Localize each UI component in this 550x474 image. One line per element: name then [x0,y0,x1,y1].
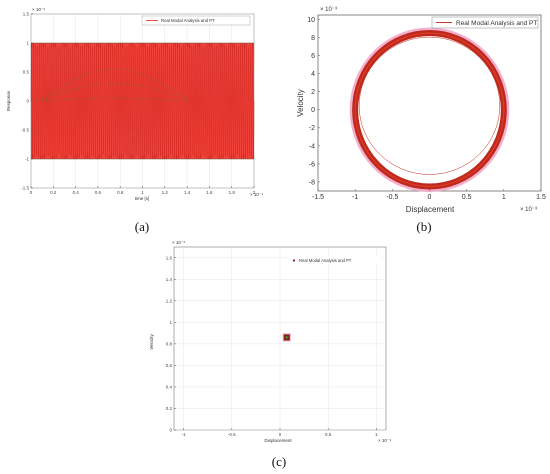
panel-a-pattern-arc [41,68,188,99]
panel-b-xtick-label: 1 [502,194,506,201]
panel-b-xtick-label: 0 [428,194,432,201]
panel-a-ytick-label: -0.5 [21,128,29,133]
panel-c-ytick-label: 1 [169,320,172,325]
panel-c-ytick-label: 1.2 [166,298,173,303]
panel-c-xtick-label: 0 [279,432,282,437]
panel-b-legend: Real Modal Analysis and PT [431,16,539,29]
panel-a-ytick-label: 1.5 [23,12,30,17]
panel-a-response-line-2 [30,44,255,158]
panel-a-legend-entry: Real Modal Analysis and PT [161,18,215,23]
panel-a-series [30,42,255,160]
panel-a-ytick-label: -1 [25,157,29,162]
panel-a-ytick-label: 0.5 [23,70,30,75]
panel-a-xtick-label: 0.6 [95,190,102,195]
panel-b-xtick-label: -1.5 [312,194,324,201]
panel-c: -1 -0.5 0 0.5 1 1.6 1.4 1.2 1 0.8 0.6 0.4 0.2 0 Displ… [149,240,391,469]
panel-b-xtick-label: 1.5 [536,194,546,201]
panel-a-xtick-label: 1.8 [229,190,236,195]
panel-c-label: (c) [272,454,286,469]
panel-a-ytick-label: -1.5 [21,186,29,191]
panel-a-xtick-label: 0 [30,190,33,195]
panel-c-xlabel: Displacement [264,438,292,443]
panel-a-xtick-label: 1 [141,190,144,195]
panel-c-ytick-label: 0.8 [166,341,173,346]
panel-b-ytick-label: -8 [309,179,315,186]
panel-c-ylabel: Velocity [149,333,154,349]
panel-a-xtick-label: 0.4 [72,190,79,195]
panel-a-xtick-label: 0.2 [50,190,57,195]
panel-c-series [282,333,291,342]
panel-c-legend: Real Modal Analysis and PT [286,255,382,266]
panel-b-y-exponent: × 10⁻³ [320,7,337,13]
panel-b-ytick-label: 8 [311,35,315,42]
panel-c-ytick-label: 0.4 [166,385,173,390]
panel-c-ticks: -1 -0.5 0 0.5 1 1.6 1.4 1.2 1 0.8 0.6 0.4 0.2 0 [166,255,378,437]
panel-a-x-exponent: × 10⁻⁴ [250,192,263,197]
panel-a-ticks: 0 0.2 0.4 0.6 0.8 1 1.2 1.4 1.6 1.8 2 1.5 1 0.5 0 -0.5 -… [21,12,256,195]
panel-a-pattern-arc [42,83,188,101]
panel-b-ytick-label: 6 [311,53,315,60]
panel-a-xtick-label: 0.8 [117,190,124,195]
panel-c-y-exponent: × 10⁻⁴ [172,240,185,245]
panel-b-ylabel: Velocity [296,89,305,117]
panel-a-label: (a) [135,219,149,234]
panel-c-ytick-label: 0.6 [166,363,173,368]
panel-c-point-core [285,335,289,339]
panel-b-ytick-label: -6 [309,161,315,168]
panel-b-ytick-label: 0 [311,107,315,114]
panel-b-ytick-label: -2 [309,125,315,132]
panel-b-ytick-label: 10 [307,17,315,24]
panel-b-ytick-label: 2 [311,89,315,96]
panel-a-y-exponent: × 10⁻⁹ [32,7,45,12]
panel-b-series [349,27,510,192]
panel-a-ytick-label: 1 [26,41,29,46]
panel-c-xtick-label: -0.5 [228,432,236,437]
panel-a-xlabel: time [s] [135,196,150,201]
panel-a: 0 0.2 0.4 0.6 0.8 1 1.2 1.4 1.6 1.8 2 1.5 1 0.5 0 -0.5 -… [6,7,263,234]
panel-c-legend-entry: Real Modal Analysis and PT [299,258,352,263]
panel-a-xtick-label: 1.2 [162,190,169,195]
panel-b-xtick-label: -1 [352,194,358,201]
panel-b-legend-entry: Real Modal Analysis and PT [456,20,537,27]
panel-b-orbit-highlight [354,32,505,188]
panel-c-ytick-label: 1.4 [166,277,173,282]
panel-c-xtick-label: -1 [182,432,186,437]
panel-c-ytick-label: 0.2 [166,406,173,411]
panel-b-ytick-label: -4 [309,143,315,150]
panel-a-xtick-label: 1.4 [184,190,191,195]
panel-b: -1.5 -1 -0.5 0 0.5 1 1.5 10 8 6 4 2 0 -2 -4 -6 -8 Displa… [296,7,546,234]
panel-b-inner-orbit [358,36,501,175]
panel-a-ylabel: Response [6,90,11,111]
panel-c-ytick-label: 1.6 [166,255,173,260]
panel-a-xtick-label: 1.6 [206,190,213,195]
panel-c-xtick-label: 0.5 [325,432,332,437]
panel-b-label: (b) [416,219,431,234]
panel-b-x-exponent: × 10⁻³ [520,207,537,213]
panel-b-ticks: -1.5 -1 -0.5 0 0.5 1 1.5 10 8 6 4 2 0 -2 -4 -6 -8 [307,17,546,201]
panel-b-ytick-label: 4 [311,71,315,78]
panel-b-xtick-label: -0.5 [386,194,398,201]
panel-b-xlabel: Displacement [406,205,455,214]
panel-c-xtick-label: 1 [375,432,378,437]
panel-c-x-exponent: × 10⁻⁴ [378,438,391,443]
panel-c-ytick-label: 0 [169,428,172,433]
panel-a-legend: Real Modal Analysis and PT [141,15,251,26]
panel-a-xtick-label: 2 [253,190,256,195]
panel-a-ytick-label: 0 [26,99,29,104]
panel-b-xtick-label: 0.5 [462,194,472,201]
